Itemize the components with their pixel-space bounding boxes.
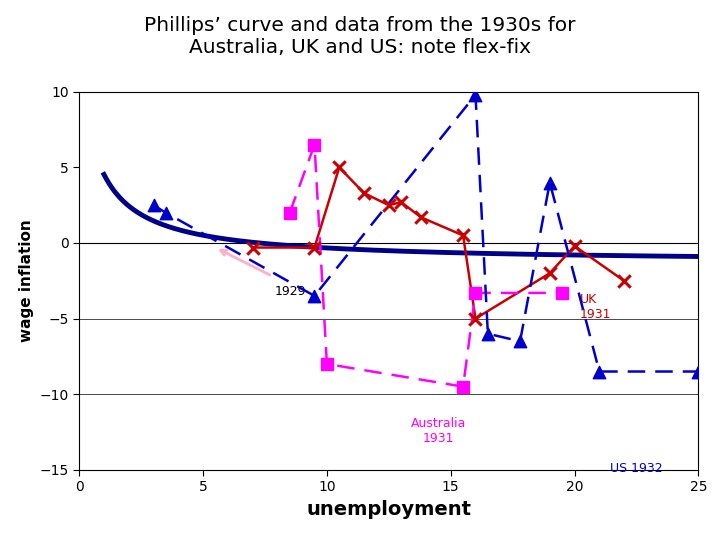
- Point: [284, 208, 295, 217]
- Text: US 1932: US 1932: [610, 462, 663, 475]
- Point: [514, 337, 526, 346]
- Point: [469, 314, 481, 323]
- Point: [482, 329, 494, 338]
- Point: [333, 163, 345, 172]
- Point: [457, 231, 469, 240]
- Point: [321, 360, 333, 368]
- Text: Australia
1931: Australia 1931: [410, 417, 466, 445]
- Point: [593, 367, 605, 376]
- Point: [569, 242, 580, 251]
- Point: [415, 213, 427, 221]
- Text: Phillips’ curve and data from the 1930s for
Australia, UK and US: note flex-fix: Phillips’ curve and data from the 1930s …: [144, 16, 576, 57]
- Point: [544, 178, 556, 187]
- Point: [383, 201, 395, 210]
- Text: 1929: 1929: [275, 285, 307, 298]
- Point: [469, 288, 481, 297]
- Point: [693, 367, 704, 376]
- Text: UK
1931: UK 1931: [580, 293, 611, 321]
- Point: [457, 382, 469, 391]
- Point: [395, 198, 407, 206]
- Point: [247, 243, 258, 252]
- Point: [469, 91, 481, 99]
- Point: [544, 269, 556, 278]
- X-axis label: unemployment: unemployment: [306, 500, 472, 519]
- Y-axis label: wage inflation: wage inflation: [19, 219, 34, 342]
- Point: [557, 288, 568, 297]
- Point: [160, 208, 171, 217]
- Point: [309, 243, 320, 252]
- Point: [309, 292, 320, 300]
- Point: [309, 140, 320, 149]
- Point: [148, 201, 159, 210]
- Point: [618, 276, 630, 285]
- Point: [359, 189, 370, 198]
